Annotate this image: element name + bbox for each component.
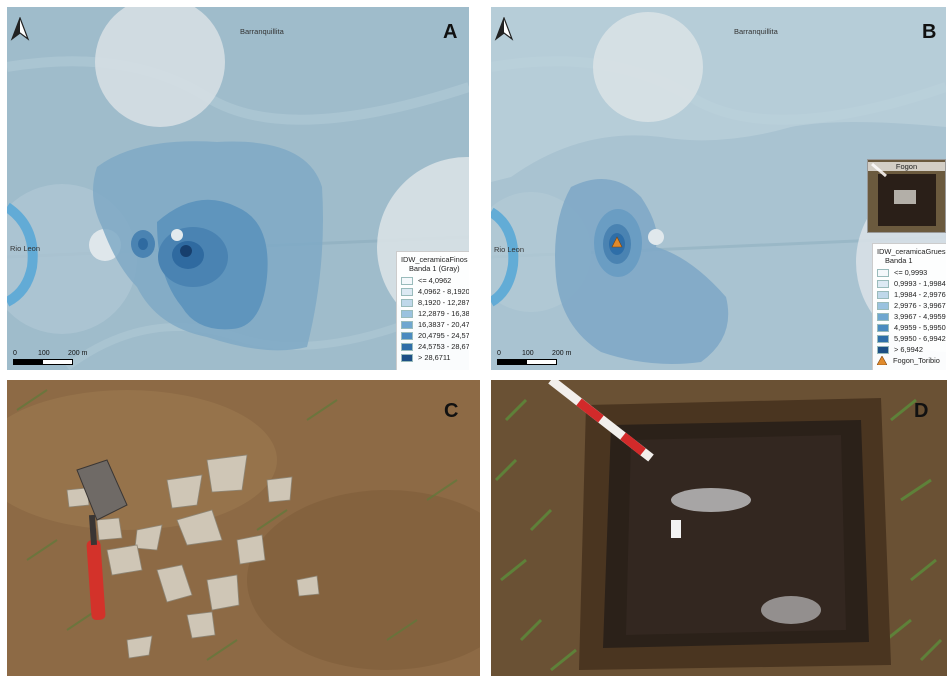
scale-tick: 100 [522,350,534,357]
legend-class-label: 16,3837 - 20,4795 [418,320,469,329]
idw-map-fine-ceramics [7,7,469,370]
legend-class-label: <= 0,9993 [894,268,928,277]
legend-class-entry: 4,0962 - 8,1920 [401,286,469,297]
place-label-barranquillita: Barranquillita [734,27,778,36]
place-label-rio-leon: Rio Leon [494,245,525,254]
map-panel-b: B Barranquillita Rio Leon Fogon IDW_cera… [491,7,946,370]
legend-swatch [401,287,413,296]
legend-swatch [877,323,889,332]
legend-swatch [877,268,889,277]
legend-class-label: 4,0962 - 8,1920 [418,287,469,296]
legend-class-entry: <= 0,9993 [877,267,946,278]
legend-point-entry: Fogon_Toribio [877,355,946,366]
legend-class-entry: 24,5753 - 28,6711 [401,341,469,352]
legend-class-entry: 2,9976 - 3,9967 [877,300,946,311]
panel-letter: C [444,400,459,422]
map-legend: IDW_ceramicaGruesos Banda 1 <= 0,9993 0,9… [872,243,946,370]
scale-tick: 200 m [552,350,572,357]
legend-class-entry: 3,9967 - 4,9959 [877,311,946,322]
legend-class-entry: 1,9984 - 2,9976 [877,289,946,300]
legend-class-label: 1,9984 - 2,9976 [894,290,946,299]
legend-class-label: > 6,9942 [894,345,923,354]
panel-letter: B [922,21,937,43]
legend-class-entry: 12,2879 - 16,3837 [401,308,469,319]
legend-class-entry: > 28,6711 [401,352,469,363]
legend-swatch [401,298,413,307]
legend-class-label: <= 4,0962 [418,276,452,285]
legend-class-label: 5,9950 - 6,9942 [894,334,946,343]
map-legend: IDW_ceramicaFinos Banda 1 (Gray) <= 4,09… [396,251,469,370]
legend-swatch [401,331,413,340]
scale-bar: 0 100 200 m [13,350,93,365]
legend-class-label: 0,9993 - 1,9984 [894,279,946,288]
panel-letter: D [914,400,929,422]
legend-swatch [401,276,413,285]
fogon-point-marker [611,236,623,248]
legend-class-entry: 16,3837 - 20,4795 [401,319,469,330]
legend-class-entry: 0,9993 - 1,9984 [877,278,946,289]
legend-class-entry: <= 4,0962 [401,275,469,286]
legend-subtitle: Banda 1 (Gray) [409,264,460,273]
ceramic-sherds-photo [7,380,480,676]
legend-swatch [877,301,889,310]
legend-class-label: 2,9976 - 3,9967 [894,301,946,310]
scale-bar: 0 100 200 m [497,350,577,365]
legend-class-entry: 8,1920 - 12,2879 [401,297,469,308]
legend-class-label: 8,1920 - 12,2879 [418,298,469,307]
legend-swatch [401,342,413,351]
map-panel-a: A Barranquillita Rio Leon IDW_ceramicaFi… [7,7,469,370]
legend-swatch [401,353,413,362]
legend-class-label: 12,2879 - 16,3837 [418,309,469,318]
scale-tick: 0 [13,350,17,357]
fogon-inset-photo: Fogon [867,159,946,233]
legend-class-entry: 20,4795 - 24,5753 [401,330,469,341]
north-arrow-icon [10,17,30,41]
legend-class-entry: > 6,9942 [877,344,946,355]
legend-swatch [877,312,889,321]
legend-swatch [401,320,413,329]
triangle-marker-icon [877,356,887,365]
panel-letter: A [443,21,458,43]
inset-label: Fogon [868,162,945,171]
north-arrow-icon [494,17,514,41]
legend-swatch [401,309,413,318]
legend-class-label: 24,5753 - 28,6711 [418,342,469,351]
photo-panel-d-hearth-excavation: D [491,380,947,676]
legend-subtitle: Banda 1 [885,256,913,265]
idw-map-coarse-ceramics [491,7,946,370]
hearth-excavation-photo [491,380,947,676]
photo-panel-c-ceramic-sherds: C [7,380,480,676]
legend-class-label: 3,9967 - 4,9959 [894,312,946,321]
legend-class-entry: 5,9950 - 6,9942 [877,333,946,344]
scale-tick: 0 [497,350,501,357]
legend-class-entry: 4,9959 - 5,9950 [877,322,946,333]
legend-class-label: > 28,6711 [418,353,451,362]
legend-title: IDW_ceramicaGruesos [877,247,946,256]
legend-point-label: Fogon_Toribio [893,356,940,365]
legend-swatch [877,279,889,288]
legend-swatch [877,334,889,343]
scale-tick: 200 m [68,350,88,357]
legend-swatch [877,290,889,299]
place-label-rio-leon: Rio Leon [10,244,41,253]
legend-title: IDW_ceramicaFinos [401,255,468,264]
legend-class-label: 4,9959 - 5,9950 [894,323,946,332]
legend-swatch [877,345,889,354]
place-label-barranquillita: Barranquillita [240,27,284,36]
legend-class-label: 20,4795 - 24,5753 [418,331,469,340]
scale-tick: 100 [38,350,50,357]
